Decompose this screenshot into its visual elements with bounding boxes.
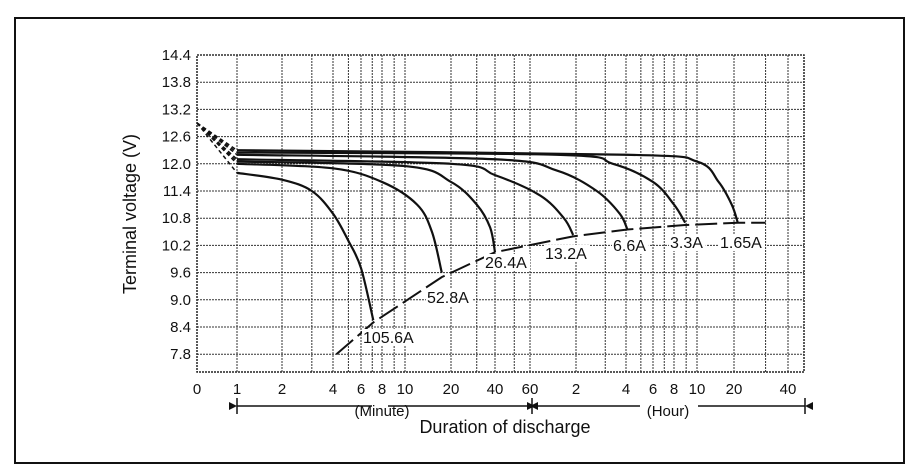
minute-left-arrow-head [229, 402, 237, 410]
discharge-curve-105.6A [236, 171, 375, 321]
curve-label: 13.2A [545, 246, 587, 263]
curve-label: 26.4A [485, 255, 527, 272]
y-tick-label: 10.2 [162, 237, 191, 254]
x-axis-label: Duration of discharge [419, 417, 590, 437]
discharge-curve-1.65A [236, 149, 739, 224]
hour-right-arrow-head [805, 402, 813, 410]
y-tick-label: 12.0 [162, 156, 191, 173]
label-bg [362, 329, 418, 346]
hour-left-arrow-head [527, 402, 535, 410]
x-tick-label: 2 [278, 381, 286, 398]
grid: 14.4 13.8 13.2 12.6 12.0 11.4 10.8 10.2 9.6 9.0 8.… [162, 47, 813, 414]
x-tick-label: 1 [233, 381, 241, 398]
y-tick-label: 8.4 [170, 319, 191, 336]
x-tick-label: 6 [649, 381, 657, 398]
x-tick-label: 0 [193, 381, 201, 398]
curves [196, 122, 766, 355]
curve-label: 3.3A [670, 235, 703, 252]
x-tick-label: 4 [622, 381, 630, 398]
x-tick-label: 8 [670, 381, 678, 398]
label-bg [612, 237, 649, 254]
label-bg [544, 245, 590, 262]
x-tick-label: 20 [726, 381, 743, 398]
y-tick-label: 7.8 [170, 346, 191, 363]
y-axis-label: Terminal voltage (V) [120, 134, 140, 294]
y-tick-label: 9.6 [170, 265, 191, 282]
discharge-curve-6.6A [236, 153, 629, 231]
x-tick-label: 4 [329, 381, 337, 398]
x-tick-label: 8 [378, 381, 386, 398]
y-tick-label: 9.0 [170, 292, 191, 309]
x-tick-label: 40 [780, 381, 797, 398]
final-voltage-line [335, 221, 766, 355]
x-tick-label: 2 [572, 381, 580, 398]
discharge-curve-3.3A [236, 151, 687, 224]
label-bg [719, 234, 765, 251]
y-tick-label: 13.2 [162, 101, 191, 118]
y-tick-label: 14.4 [162, 47, 191, 64]
discharge-curve-13.2A [236, 158, 575, 236]
curve-label: 52.8A [427, 290, 469, 307]
discharge-curve-26.4A [236, 160, 497, 253]
label-bg [426, 289, 472, 306]
curve-label: 1.65A [720, 235, 762, 252]
x-tick-label: 10 [397, 381, 414, 398]
discharge-curve-52.8A [236, 162, 443, 273]
y-tick-label: 10.8 [162, 210, 191, 227]
y-tick-label: 11.4 [163, 183, 191, 200]
curve-label: 6.6A [613, 238, 646, 255]
y-tick-label: 12.6 [162, 129, 191, 146]
plot-border [196, 54, 805, 373]
initial-segment [196, 122, 238, 151]
label-bg [669, 234, 706, 251]
x-tick-label: 20 [443, 381, 460, 398]
initial-segment [196, 122, 238, 174]
hour-annotation: (Hour) [647, 403, 690, 420]
x-tick-label: 40 [487, 381, 504, 398]
y-tick-label: 13.8 [162, 74, 191, 91]
x-tick-label: 6 [357, 381, 365, 398]
x-tick-label: 60 [522, 381, 539, 398]
x-tick-label: 10 [689, 381, 706, 398]
curve-label: 105.6A [363, 330, 414, 347]
chart-frame [14, 17, 905, 464]
labels: 105.6A 52.8A 26.4A 13.2A 6.6A 3.3A 1.65A [362, 234, 765, 347]
minute-annotation: (Minute) [354, 403, 409, 420]
label-bg [484, 254, 530, 271]
